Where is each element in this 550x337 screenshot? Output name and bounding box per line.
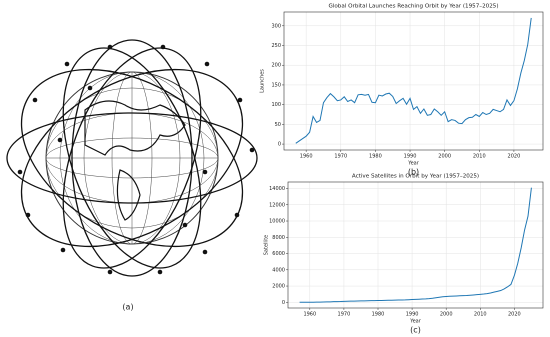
y-tick-label: 200: [271, 63, 281, 69]
x-tick-label: 1980: [369, 154, 382, 160]
x-tick-label: 1970: [334, 154, 347, 160]
x-tick-label: 1980: [372, 312, 385, 318]
x-axis-label: Year: [407, 161, 420, 167]
y-tick-label: 12000: [269, 202, 285, 208]
y-tick-label: 8000: [272, 235, 285, 241]
y-tick-label: 50: [275, 122, 281, 128]
y-tick-label: 10000: [269, 219, 285, 225]
x-tick-label: 2010: [473, 154, 486, 160]
panel-label: (c): [410, 326, 421, 335]
data-line: [295, 17, 532, 144]
x-tick-label: 2020: [508, 154, 521, 160]
chart-title: Active Satellites in Orbit by Year (1957…: [352, 174, 479, 180]
panel-label: (b): [408, 168, 419, 177]
x-tick-label: 1990: [406, 312, 419, 318]
y-tick-label: 14000: [269, 186, 285, 192]
x-tick-label: 2000: [438, 154, 451, 160]
chart-title: Global Orbital Launches Reaching Orbit b…: [329, 4, 499, 10]
y-tick-label: 2000: [272, 284, 285, 290]
y-axis-label: Satellite: [264, 235, 270, 255]
x-tick-label: 1970: [338, 312, 351, 318]
x-tick-label: 1990: [404, 154, 417, 160]
y-tick-label: 150: [271, 82, 281, 88]
x-tick-label: 2020: [508, 312, 521, 318]
x-tick-label: 2010: [474, 312, 487, 318]
y-tick-label: 300: [271, 23, 281, 29]
y-tick-label: 100: [271, 102, 281, 108]
y-axis-label: Launches: [260, 69, 266, 93]
x-tick-label: 1960: [300, 154, 313, 160]
plot-frame: [287, 181, 544, 309]
x-tick-label: 1960: [303, 312, 316, 318]
y-tick-label: 6000: [272, 251, 285, 257]
panel-label: (a): [122, 303, 133, 312]
data-line: [299, 187, 532, 303]
y-tick-label: 4000: [272, 267, 285, 273]
x-tick-label: 2000: [440, 312, 453, 318]
y-tick-label: 0: [282, 300, 285, 306]
x-axis-label: Year: [409, 319, 422, 325]
y-tick-label: 0: [278, 142, 281, 148]
plot-frame: [283, 11, 544, 151]
y-tick-label: 250: [271, 43, 281, 49]
globe-illustration: [6, 39, 258, 277]
